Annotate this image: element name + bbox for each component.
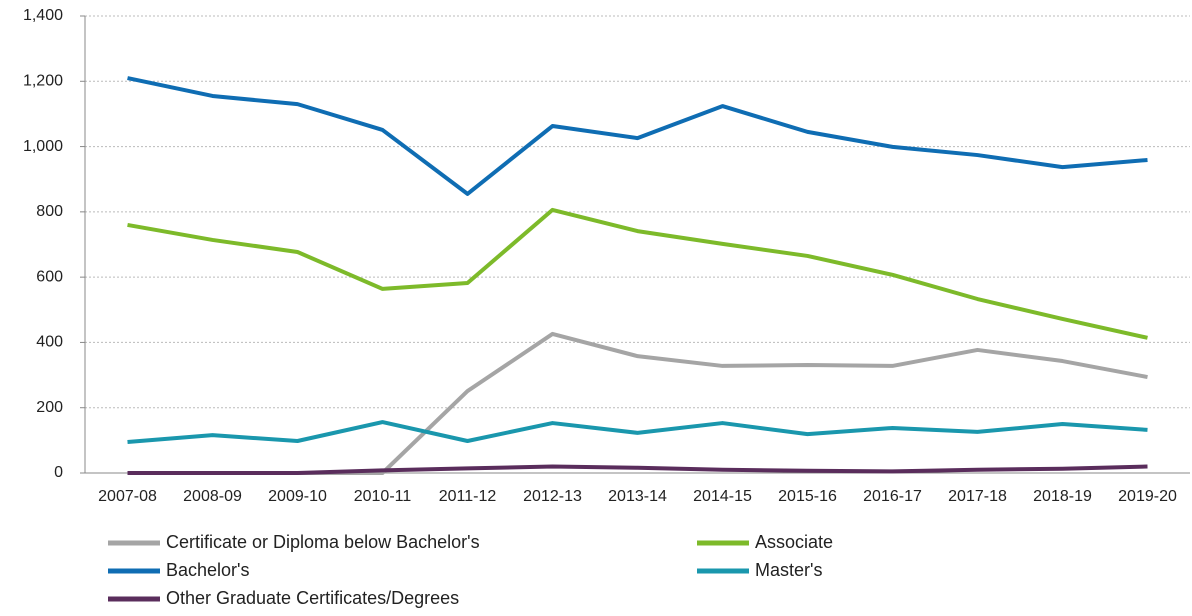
x-tick-label: 2008-09: [183, 488, 242, 505]
x-tick-label: 2011-12: [439, 488, 497, 505]
y-tick-label: 1,200: [23, 73, 63, 90]
series-line: [127, 420, 1148, 444]
x-tick-label: 2016-17: [863, 488, 922, 505]
legend-label: Certificate or Diploma below Bachelor's: [166, 532, 480, 552]
y-tick-label: 800: [36, 203, 63, 220]
x-tick-label: 2018-19: [1033, 488, 1092, 505]
legend-label: Bachelor's: [166, 560, 249, 580]
x-tick-label: 2010-11: [354, 488, 412, 505]
series-line: [127, 464, 1148, 475]
x-tick-label: 2009-10: [268, 488, 327, 505]
y-tick-label: 1,400: [23, 7, 63, 24]
y-tick-label: 0: [54, 464, 63, 481]
series-line: [127, 76, 1148, 196]
series-line: [127, 207, 1148, 340]
x-tick-label: 2015-16: [778, 488, 837, 505]
legend-label: Associate: [755, 532, 833, 552]
legend-label: Master's: [755, 560, 822, 580]
y-tick-label: 1,000: [23, 138, 63, 155]
y-tick-label: 200: [36, 399, 63, 416]
series-line: [127, 331, 1148, 475]
y-tick-label: 400: [36, 334, 63, 351]
x-tick-label: 2013-14: [608, 488, 667, 505]
x-tick-label: 2007-08: [98, 488, 157, 505]
x-tick-label: 2014-15: [693, 488, 752, 505]
legend-label: Other Graduate Certificates/Degrees: [166, 588, 459, 608]
x-tick-label: 2019-20: [1118, 488, 1177, 505]
x-tick-label: 2017-18: [948, 488, 1007, 505]
x-tick-label: 2012-13: [523, 488, 582, 505]
y-tick-label: 600: [36, 268, 63, 285]
